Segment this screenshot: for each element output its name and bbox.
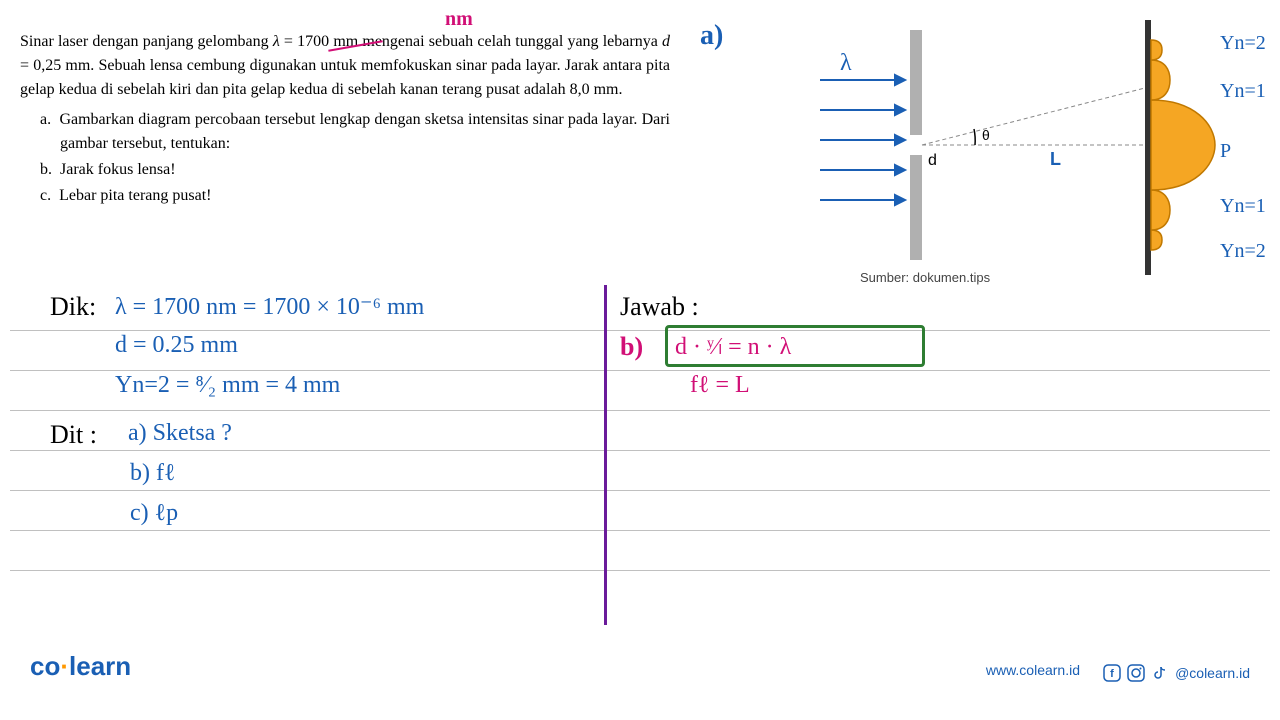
dit-label: Dit : [50, 420, 97, 450]
answer-b-label: b) [620, 332, 643, 362]
struck-unit: mm [333, 33, 358, 50]
brand-logo: co·learn [30, 651, 131, 682]
asked-a: a) Sketsa ? [128, 420, 232, 447]
svg-text:f: f [1110, 668, 1114, 680]
svg-text:λ: λ [840, 50, 852, 76]
label-yn1-top: Yn=1 [1220, 80, 1266, 103]
focal-length-eq: fℓ = L [690, 372, 750, 399]
svg-text:d: d [928, 152, 937, 169]
logo-co: co [30, 651, 60, 681]
question-list: a. Gambarkan diagram percobaan tersebut … [20, 108, 670, 208]
d-symbol: d [662, 33, 670, 50]
unit-correction: nm [445, 8, 473, 31]
asked-c: c) ℓp [130, 500, 178, 527]
asked-b: b) fℓ [130, 460, 175, 487]
dik-label: Dik: [50, 292, 96, 322]
problem-text-2: mengenai sebuah celah tunggal yang lebar… [358, 33, 662, 50]
instagram-icon [1127, 664, 1145, 682]
given-lambda: λ = 1700 nm = 1700 × 10⁻⁶ mm [115, 292, 424, 321]
diffraction-formula: d · ʸ⁄ₗ = n · λ [675, 332, 791, 361]
vertical-divider [604, 285, 607, 625]
question-c: c. Lebar pita terang pusat! [40, 184, 670, 208]
problem-text-1: Sinar laser dengan panjang gelombang [20, 33, 273, 50]
label-p: P [1220, 140, 1231, 163]
question-a: a. Gambarkan diagram percobaan tersebut … [40, 108, 670, 156]
given-yn: Yn=2 = ⁸⁄₂ mm = 4 mm [115, 372, 340, 399]
social-links: f @colearn.id [1103, 664, 1250, 682]
diffraction-diagram: d θ L λ Yn=2 Yn=1 P Yn=1 Yn=2 [800, 10, 1260, 290]
svg-text:L: L [1050, 149, 1061, 169]
jawab-label: Jawab : [620, 292, 699, 322]
d-value-text: = 0,25 mm. Sebuah lensa cembung digunaka… [20, 57, 670, 98]
svg-text:θ: θ [982, 127, 990, 143]
footer: co·learn www.colearn.id f @colearn.id [0, 660, 1280, 700]
tiktok-icon [1151, 664, 1169, 682]
label-yn2-bot: Yn=2 [1220, 240, 1266, 263]
diagram-source: Sumber: dokumen.tips [860, 270, 990, 285]
label-yn2-top: Yn=2 [1220, 32, 1266, 55]
question-b: b. Jarak fokus lensa! [40, 158, 670, 182]
given-d: d = 0.25 mm [115, 332, 238, 359]
facebook-icon: f [1103, 664, 1121, 682]
answer-label-a: a) [700, 20, 723, 52]
problem-statement: Sinar laser dengan panjang gelombang λ =… [20, 30, 670, 210]
logo-learn: learn [69, 651, 131, 681]
label-yn1-bot: Yn=1 [1220, 195, 1266, 218]
lambda-symbol: λ [273, 33, 280, 50]
logo-dot: · [60, 651, 69, 681]
website-url: www.colearn.id [986, 662, 1080, 678]
eq-1700: = 1700 [280, 33, 334, 50]
social-handle: @colearn.id [1175, 665, 1250, 681]
